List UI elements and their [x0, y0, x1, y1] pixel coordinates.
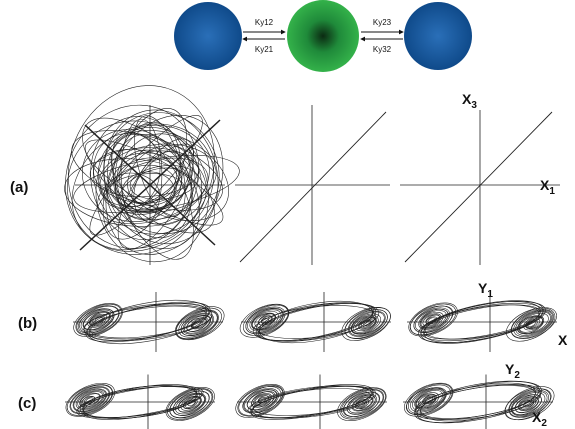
- figure: Ky12 Ky21 Ky23 Ky32 (a) (b) (c) X3 X1 Y1 X Y…: [0, 0, 575, 429]
- page: Ky12 Ky21 Ky23 Ky32 (a) (b) (c) X3 X1 Y1 X Y…: [0, 0, 575, 429]
- row-label: (b): [18, 315, 37, 332]
- axis-label: X1: [540, 177, 555, 197]
- plots: [41, 64, 561, 429]
- trajectory: [49, 99, 238, 277]
- node-3: [404, 2, 472, 70]
- coupling-label: Ky32: [373, 45, 392, 54]
- coupling-label: Ky21: [255, 45, 274, 54]
- trajectory: [404, 296, 463, 343]
- trajectory: [340, 301, 395, 345]
- trajectory: [171, 302, 226, 346]
- node-1: [174, 2, 242, 70]
- axis-subscript: 3: [471, 100, 477, 111]
- coupling-label: Ky12: [255, 18, 274, 27]
- trajectory: [501, 301, 560, 348]
- row-label: (a): [10, 179, 28, 196]
- trajectory: [337, 300, 396, 347]
- node-2: [287, 0, 359, 72]
- trajectory: [510, 305, 557, 343]
- axis-subscript: 2: [514, 370, 520, 381]
- trajectory: [341, 304, 392, 345]
- trajectory: [405, 112, 552, 262]
- axis-label: X3: [462, 91, 477, 111]
- axis-subscript: 1: [549, 186, 555, 197]
- axis-subscript: 1: [487, 289, 493, 300]
- axis-label: X: [558, 332, 568, 348]
- trajectory: [112, 153, 183, 208]
- axis-label: Y1: [478, 280, 493, 300]
- trajectory: [240, 112, 386, 262]
- coupling-label: Ky23: [373, 18, 392, 27]
- axis-subscript: 2: [541, 418, 547, 429]
- row-label: (c): [18, 395, 36, 412]
- axis-label: X2: [532, 409, 547, 429]
- axis-label: Y2: [505, 361, 520, 381]
- axis-letter: X: [558, 332, 568, 348]
